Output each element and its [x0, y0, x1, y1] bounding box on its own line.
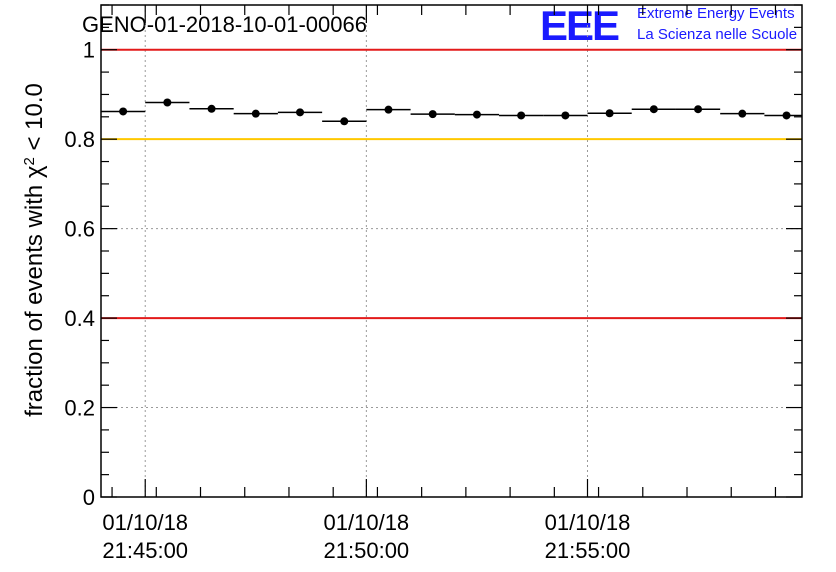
y-tick-label: 0.2	[64, 396, 95, 421]
point-marker	[694, 105, 703, 114]
data-point	[189, 104, 234, 113]
point-marker	[738, 109, 747, 118]
plot-frame	[100, 4, 803, 498]
point-marker	[472, 110, 481, 119]
logo-line2: La Scienza nelle Scuole	[637, 26, 797, 43]
y-axis-label-sup: 2	[21, 157, 38, 165]
y-tick-label: 0.4	[64, 306, 95, 331]
point-marker	[517, 111, 526, 120]
data-point	[543, 111, 588, 120]
logo-line1: Extreme Energy Events	[637, 5, 795, 22]
point-marker	[428, 110, 437, 119]
data-point	[410, 110, 455, 119]
x-tick-label-time: 21:55:00	[545, 538, 631, 563]
y-tick-label: 0.8	[64, 127, 95, 152]
data-point	[454, 110, 500, 119]
data-point	[720, 109, 765, 118]
data-point	[322, 117, 367, 126]
logo-letters: EEE	[540, 2, 619, 49]
x-axis: 01/10/18 21:45:00 01/10/18 21:50:00 01/10/18…	[102, 5, 777, 563]
chart-title: GENO-01-2018-10-01-00066	[82, 12, 367, 37]
x-tick-label-date: 01/10/18	[545, 510, 631, 535]
point-marker	[119, 107, 128, 116]
data-point	[675, 105, 721, 114]
point-marker	[782, 111, 791, 120]
data-point	[631, 105, 676, 114]
data-point	[101, 107, 146, 116]
gridlines	[101, 5, 802, 497]
reference-lines	[101, 48, 802, 320]
y-tick-label: 0.6	[64, 217, 95, 242]
point-marker	[561, 111, 570, 120]
y-axis: 0 0.2 0.4 0.6 0.8 1	[64, 4, 802, 510]
data-points	[101, 98, 802, 126]
eee-logo: EEE Extreme Energy Events La Scienza nel…	[540, 2, 797, 49]
y-tick-label: 0	[83, 485, 95, 510]
point-marker	[207, 104, 216, 113]
data-point	[587, 109, 632, 118]
x-tick-label-date: 01/10/18	[324, 510, 410, 535]
point-marker	[340, 117, 349, 126]
data-point	[233, 109, 278, 118]
x-tick-label-time: 21:45:00	[102, 538, 188, 563]
y-axis-label-tail: < 10.0	[21, 83, 48, 157]
point-marker	[649, 105, 658, 114]
data-point	[764, 111, 802, 120]
point-marker	[384, 105, 393, 114]
x-tick-label-time: 21:50:00	[324, 538, 410, 563]
point-marker	[605, 109, 614, 118]
x-tick-label-date: 01/10/18	[102, 510, 188, 535]
plot-border	[100, 4, 803, 498]
point-marker	[163, 98, 172, 107]
point-marker	[251, 109, 260, 118]
y-axis-label: fraction of events with χ2 < 10.0	[21, 83, 49, 417]
data-point	[277, 108, 323, 117]
y-axis-label-main: fraction of events with χ	[21, 165, 48, 417]
y-tick-label: 1	[83, 38, 95, 63]
data-point	[366, 105, 411, 114]
data-point	[145, 98, 190, 107]
point-marker	[296, 108, 305, 117]
data-point	[499, 111, 544, 120]
